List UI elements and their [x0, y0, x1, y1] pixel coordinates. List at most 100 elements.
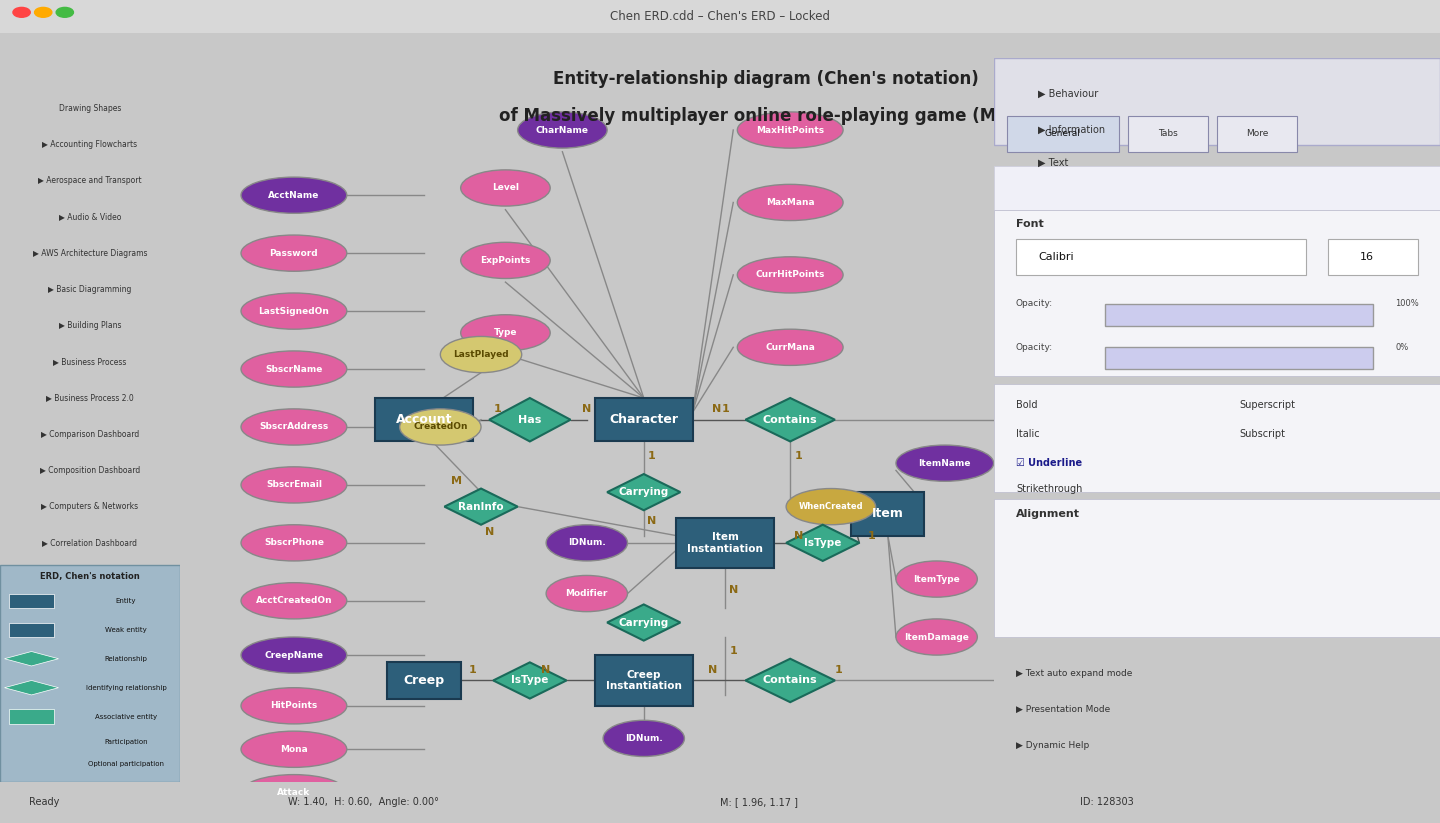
Text: 1: 1 [721, 404, 729, 414]
FancyBboxPatch shape [851, 492, 924, 536]
Text: Calibri: Calibri [1038, 252, 1074, 262]
Text: Participation: Participation [104, 739, 148, 745]
Text: ExpPoints: ExpPoints [481, 256, 530, 265]
Text: W: 1.40,  H: 0.60,  Angle: 0.00°: W: 1.40, H: 0.60, Angle: 0.00° [288, 797, 439, 807]
FancyBboxPatch shape [677, 518, 773, 568]
Ellipse shape [240, 774, 347, 811]
Text: IsType: IsType [804, 538, 841, 548]
Bar [1128, 115, 1208, 151]
Text: ▶ Building Plans: ▶ Building Plans [59, 321, 121, 330]
Text: Associative entity: Associative entity [95, 714, 157, 719]
FancyBboxPatch shape [994, 58, 1440, 145]
Text: Contains: Contains [763, 415, 818, 425]
Text: N: N [793, 531, 804, 541]
Text: ▶ Basic Diagramming: ▶ Basic Diagramming [49, 285, 131, 294]
Bar [1007, 115, 1119, 151]
Text: N: N [708, 665, 717, 675]
Text: SbscrAddress: SbscrAddress [259, 422, 328, 431]
Ellipse shape [240, 351, 347, 387]
FancyBboxPatch shape [0, 565, 180, 782]
Text: ItemName: ItemName [919, 458, 971, 467]
Circle shape [35, 7, 52, 17]
Text: N: N [484, 527, 494, 537]
Text: Password: Password [269, 249, 318, 258]
Ellipse shape [737, 329, 842, 365]
Polygon shape [786, 525, 860, 561]
Text: ▶ Correlation Dashboard: ▶ Correlation Dashboard [43, 538, 137, 547]
Ellipse shape [240, 583, 347, 619]
Text: MaxHitPoints: MaxHitPoints [756, 126, 824, 134]
Text: M: M [451, 477, 462, 486]
Circle shape [13, 7, 30, 17]
Text: ▶ Dynamic Help: ▶ Dynamic Help [1017, 742, 1089, 750]
Text: IDNum.: IDNum. [625, 734, 662, 743]
Ellipse shape [240, 293, 347, 329]
Text: Contains: Contains [763, 676, 818, 686]
FancyBboxPatch shape [9, 709, 55, 724]
Ellipse shape [517, 112, 608, 148]
Text: MaxMana: MaxMana [766, 198, 815, 207]
Text: ▶ Comparison Dashboard: ▶ Comparison Dashboard [40, 430, 140, 439]
Text: LastSignedOn: LastSignedOn [258, 307, 330, 315]
Text: Opacity:: Opacity: [1017, 300, 1053, 309]
Text: Drawing Shapes: Drawing Shapes [59, 104, 121, 113]
Text: 100%: 100% [1395, 300, 1418, 309]
Text: 16: 16 [1359, 252, 1374, 262]
Text: IDNum.: IDNum. [567, 538, 606, 547]
Text: ☑ Underline: ☑ Underline [1017, 458, 1081, 468]
Ellipse shape [400, 409, 481, 445]
Text: Weak entity: Weak entity [105, 627, 147, 633]
Text: Attack: Attack [278, 788, 311, 797]
Text: ▶ AWS Architecture Diagrams: ▶ AWS Architecture Diagrams [33, 249, 147, 258]
Text: Opacity:: Opacity: [1017, 343, 1053, 351]
Polygon shape [4, 681, 59, 695]
Polygon shape [445, 489, 517, 525]
Text: ▶ Aerospace and Transport: ▶ Aerospace and Transport [39, 176, 141, 185]
Text: Font: Font [1017, 219, 1044, 229]
Ellipse shape [461, 314, 550, 351]
Text: N: N [729, 585, 737, 595]
Text: ▶ Text auto expand mode: ▶ Text auto expand mode [1017, 669, 1132, 677]
Ellipse shape [737, 257, 842, 293]
Bar [1106, 304, 1374, 326]
Circle shape [56, 7, 73, 17]
Text: ERD, Chen's notation: ERD, Chen's notation [40, 572, 140, 581]
Ellipse shape [240, 525, 347, 561]
Text: ID: 128303: ID: 128303 [1080, 797, 1133, 807]
Text: 1: 1 [469, 665, 477, 675]
Ellipse shape [240, 409, 347, 445]
Text: Bold: Bold [1017, 400, 1037, 410]
FancyBboxPatch shape [9, 593, 55, 608]
FancyBboxPatch shape [9, 622, 55, 637]
Text: Creep: Creep [403, 674, 445, 687]
Text: Strikethrough: Strikethrough [1017, 484, 1083, 494]
FancyBboxPatch shape [0, 0, 1440, 33]
Text: CurrHitPoints: CurrHitPoints [756, 271, 825, 279]
Polygon shape [746, 658, 835, 702]
Text: Mona: Mona [279, 745, 308, 754]
Text: ▶ Business Process: ▶ Business Process [53, 357, 127, 366]
Text: 1: 1 [494, 404, 501, 414]
Text: ▶ Behaviour: ▶ Behaviour [1038, 89, 1099, 99]
Text: Ready: Ready [29, 797, 59, 807]
Text: Tabs: Tabs [1158, 129, 1178, 138]
Text: IsType: IsType [511, 676, 549, 686]
Text: RanInfo: RanInfo [458, 502, 504, 512]
Ellipse shape [896, 445, 994, 481]
Ellipse shape [240, 637, 347, 673]
Ellipse shape [737, 112, 842, 148]
Text: Has: Has [518, 415, 541, 425]
Text: Relationship: Relationship [105, 656, 147, 662]
Ellipse shape [240, 235, 347, 272]
Text: 1: 1 [730, 647, 737, 657]
FancyBboxPatch shape [595, 398, 693, 441]
Text: Carrying: Carrying [619, 487, 668, 497]
FancyBboxPatch shape [1017, 239, 1306, 275]
Text: Chen ERD.cdd – Chen's ERD – Locked: Chen ERD.cdd – Chen's ERD – Locked [611, 10, 829, 23]
Text: ▶ Information: ▶ Information [1038, 125, 1106, 135]
Ellipse shape [786, 489, 876, 525]
Text: ItemDamage: ItemDamage [904, 633, 969, 641]
Text: M: [ 1.96, 1.17 ]: M: [ 1.96, 1.17 ] [720, 797, 798, 807]
Text: ItemType: ItemType [913, 574, 960, 584]
FancyBboxPatch shape [994, 384, 1440, 492]
